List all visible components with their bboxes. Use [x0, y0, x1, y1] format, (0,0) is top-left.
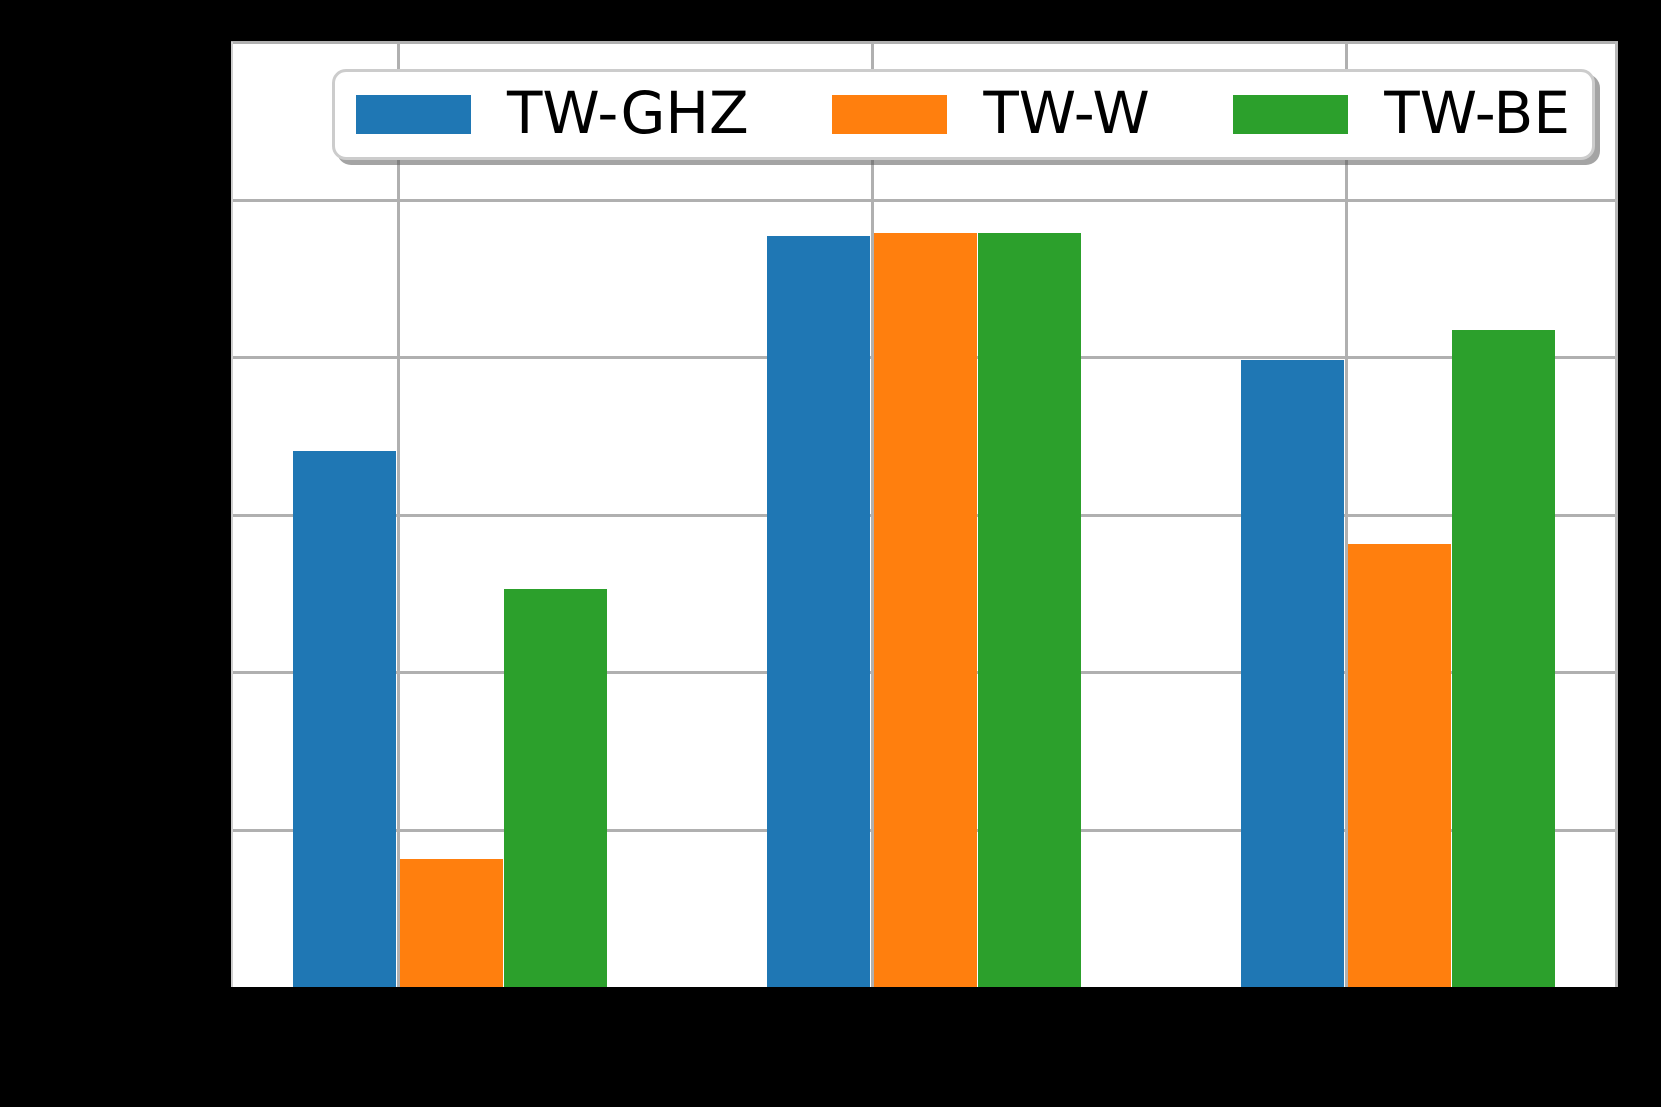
- gridline-x1: [396, 42, 400, 987]
- gridline-y6: [231, 41, 1618, 44]
- bar-tw-ghz-group2: [766, 236, 870, 987]
- left-spine: [231, 42, 233, 987]
- legend-label-tw-w: TW-W: [983, 78, 1150, 147]
- bar-tw-w-group3: [1347, 544, 1451, 987]
- bar-tw-w-group1: [399, 859, 503, 987]
- gridline-x3: [1344, 42, 1348, 987]
- tw-w-swatch-icon: [832, 95, 948, 134]
- bar-tw-ghz-group1: [292, 451, 396, 987]
- gridline-x2: [870, 42, 874, 987]
- tw-be-swatch-icon: [1233, 95, 1349, 134]
- legend-label-tw-be: TW-BE: [1384, 78, 1570, 147]
- legend: TW-GHZ TW-W TW-BE: [332, 69, 1595, 160]
- legend-label-tw-ghz: TW-GHZ: [507, 78, 749, 147]
- bar-tw-w-group2: [873, 233, 977, 987]
- right-spine: [1615, 42, 1618, 987]
- bar-tw-ghz-group3: [1240, 360, 1344, 987]
- tw-ghz-swatch-icon: [356, 95, 471, 134]
- bar-tw-be-group3: [1451, 330, 1555, 987]
- bar-tw-be-group2: [977, 233, 1081, 987]
- plot-area: [231, 41, 1618, 987]
- legend-item-tw-w: TW-W: [832, 78, 1150, 147]
- bar-tw-be-group1: [503, 589, 607, 987]
- gridline-y5: [231, 198, 1618, 202]
- legend-item-tw-be: TW-BE: [1233, 78, 1570, 147]
- legend-item-tw-ghz: TW-GHZ: [356, 78, 749, 147]
